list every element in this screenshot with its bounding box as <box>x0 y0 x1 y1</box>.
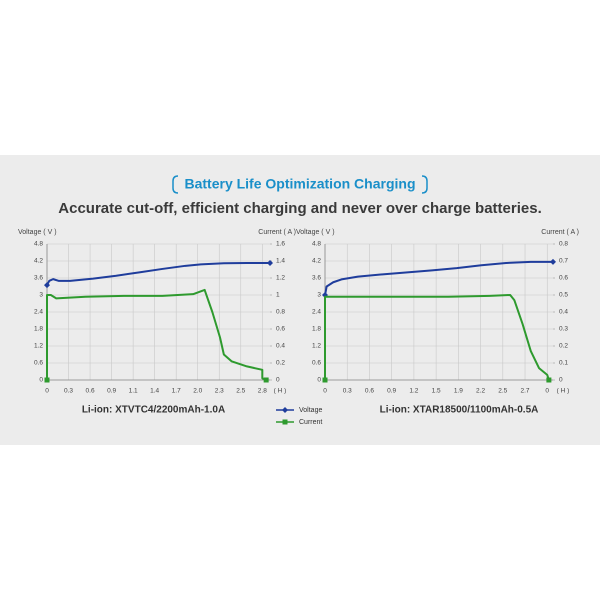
x-tick-label: 1.4 <box>150 388 159 395</box>
x-tick-label: 0 <box>545 388 549 395</box>
y-tick-label: 4.8 <box>34 241 43 248</box>
y-tick-label: 3 <box>39 292 43 299</box>
chart-caption: Li-ion: XTVTC4/2200mAh-1.0A <box>82 405 225 416</box>
x-tick-label: 0.6 <box>86 388 95 395</box>
y-tick-label: 3 <box>317 292 321 299</box>
y2-tick-label: 0 <box>559 377 563 384</box>
point-marker <box>44 377 50 383</box>
title-bracket <box>172 175 179 194</box>
y2-tick-label: 0.2 <box>276 360 285 367</box>
title: Battery Life Optimization Charging <box>184 176 415 192</box>
y-tick-label: 0.6 <box>312 360 321 367</box>
x-tick-label: 0.6 <box>365 388 374 395</box>
x-tick-label: 2.0 <box>193 388 202 395</box>
series-line <box>46 261 270 286</box>
point-marker <box>267 259 273 266</box>
legend-marker <box>282 407 288 413</box>
y2-tick-label: 0.1 <box>559 360 568 367</box>
y2-tick-label: 0.8 <box>276 309 285 316</box>
y-tick-label: 1.2 <box>34 343 43 350</box>
x-tick-label: 2.8 <box>258 388 267 395</box>
y-axis-title: Voltage ( V ) <box>18 229 57 236</box>
point-marker <box>322 377 328 383</box>
chart-caption: Li-ion: XTAR18500/1100mAh-0.5A <box>380 405 539 416</box>
y-tick-label: 0.6 <box>34 360 43 367</box>
x-tick-label: 1.9 <box>454 388 463 395</box>
x-tick-label: 0.9 <box>107 388 116 395</box>
x-tick-label: 2.2 <box>476 388 485 395</box>
y2-tick-label: 0.7 <box>559 258 568 265</box>
y2-tick-label: 0.2 <box>559 343 568 350</box>
y2-tick-label: 0.5 <box>559 292 568 299</box>
x-tick-label: 1.7 <box>172 388 181 395</box>
y-tick-label: 3.6 <box>34 275 43 282</box>
y-tick-label: 3.6 <box>312 275 321 282</box>
point-marker <box>546 377 552 383</box>
y-tick-label: 1.8 <box>312 326 321 333</box>
legend-label: Voltage <box>299 407 322 414</box>
y-axis-title: Voltage ( V ) <box>296 229 335 236</box>
y-tick-label: 4.8 <box>312 241 321 248</box>
y-tick-label: 1.2 <box>312 343 321 350</box>
y2-tick-label: 1.6 <box>276 241 285 248</box>
y2-tick-label: 0.4 <box>559 309 568 316</box>
x-tick-label: 2.7 <box>520 388 529 395</box>
y2-tick-label: 0.6 <box>559 275 568 282</box>
y2-tick-label: 0.6 <box>276 326 285 333</box>
subtitle: Accurate cut-off, efficient charging and… <box>58 200 541 217</box>
x-tick-label: 0 <box>45 388 49 395</box>
y2-tick-label: 0 <box>276 377 280 384</box>
point-marker <box>263 377 269 383</box>
legend: Voltage Current <box>276 407 322 426</box>
series-line <box>46 288 267 381</box>
point-marker <box>550 258 556 265</box>
y-tick-label: 0 <box>317 377 321 384</box>
y-tick-label: 1.8 <box>34 326 43 333</box>
y-tick-label: 2.4 <box>34 309 43 316</box>
y2-tick-label: 0.3 <box>559 326 568 333</box>
y2-tick-label: 1.2 <box>276 275 285 282</box>
x-tick-label: 0 <box>323 388 327 395</box>
x-tick-label: 2.3 <box>215 388 224 395</box>
x-tick-label: 0.9 <box>387 388 396 395</box>
y2-axis-title: Current ( A ) <box>541 229 579 236</box>
title-bracket <box>421 175 428 194</box>
x-axis-title: ( H ) <box>557 388 570 395</box>
legend-label: Current <box>299 419 322 426</box>
series-line <box>324 260 553 296</box>
y2-axis-title: Current ( A ) <box>258 229 296 236</box>
x-tick-label: 0.3 <box>343 388 352 395</box>
background-band <box>0 155 600 445</box>
y-tick-label: 0 <box>39 377 43 384</box>
point-marker <box>44 282 50 289</box>
x-axis-title: ( H ) <box>274 388 287 395</box>
x-tick-label: 2.5 <box>498 388 507 395</box>
x-tick-label: 0.3 <box>64 388 73 395</box>
x-tick-label: 1.2 <box>409 388 418 395</box>
y-tick-label: 4.2 <box>34 258 43 265</box>
y-tick-label: 4.2 <box>312 258 321 265</box>
x-tick-label: 2.5 <box>236 388 245 395</box>
x-tick-label: 1.1 <box>129 388 138 395</box>
y-tick-label: 2.4 <box>312 309 321 316</box>
x-tick-label: 1.5 <box>432 388 441 395</box>
series-line <box>324 294 550 381</box>
y2-tick-label: 0.4 <box>276 343 285 350</box>
y2-tick-label: 1.4 <box>276 258 285 265</box>
y2-tick-label: 1 <box>276 292 280 299</box>
legend-marker <box>282 419 288 425</box>
y2-tick-label: 0.8 <box>559 241 568 248</box>
